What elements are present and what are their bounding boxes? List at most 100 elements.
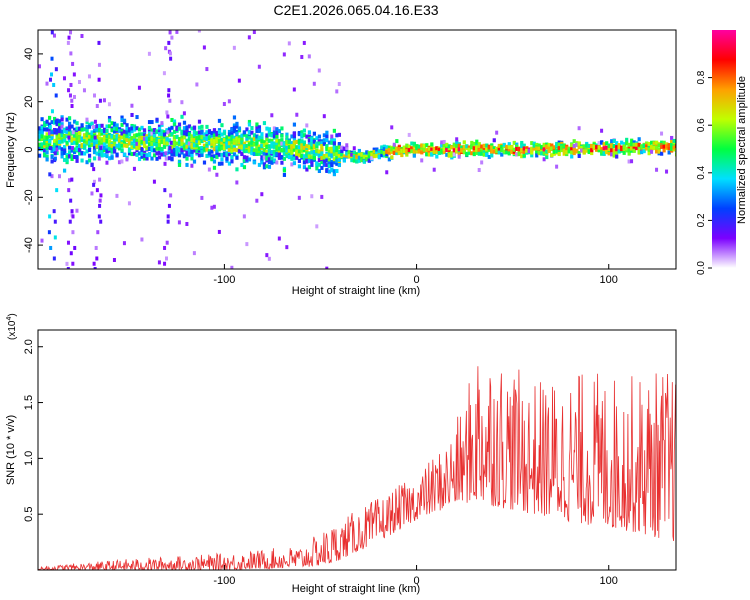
heatmap-cell bbox=[560, 141, 564, 146]
heatmap-cell bbox=[282, 172, 287, 177]
heatmap-cell bbox=[475, 142, 479, 147]
heatmap-cell bbox=[120, 131, 124, 136]
heatmap-cell bbox=[475, 150, 479, 155]
heatmap-cell bbox=[62, 145, 67, 150]
heatmap-cell bbox=[410, 146, 414, 151]
heatmap-cell bbox=[317, 141, 321, 146]
heatmap-cell bbox=[140, 132, 144, 137]
heatmap-cell bbox=[532, 141, 536, 146]
heatmap-cell bbox=[670, 143, 674, 148]
heatmap-cell bbox=[45, 119, 49, 124]
heatmap-cell bbox=[542, 142, 546, 147]
heatmap-cell bbox=[150, 134, 154, 139]
heatmap-cell bbox=[465, 151, 469, 156]
heatmap-cell bbox=[125, 143, 129, 148]
heatmap-cell bbox=[252, 160, 257, 165]
heatmap-cell bbox=[157, 124, 162, 129]
heatmap-cell bbox=[280, 148, 284, 153]
heatmap-cell bbox=[602, 142, 606, 147]
heatmap-cell bbox=[60, 147, 64, 152]
heatmap-cell bbox=[52, 138, 57, 143]
heatmap-cell bbox=[52, 145, 57, 150]
heatmap-cell bbox=[360, 152, 364, 157]
heatmap-cell bbox=[160, 135, 164, 140]
heatmap-cell bbox=[612, 151, 616, 156]
heatmap-cell bbox=[500, 148, 504, 153]
heatmap-cell bbox=[75, 158, 79, 163]
heatmap-cell bbox=[110, 121, 114, 126]
heatmap-cell bbox=[100, 149, 104, 154]
heatmap-cell bbox=[265, 253, 269, 258]
heatmap-cell bbox=[90, 137, 94, 142]
heatmap-cell bbox=[155, 156, 159, 161]
heatmap-cell bbox=[515, 146, 519, 151]
heatmap-cell bbox=[165, 128, 169, 133]
heatmap-cell bbox=[235, 148, 239, 153]
heatmap-cell bbox=[497, 148, 501, 153]
heatmap-cell bbox=[322, 133, 326, 138]
heatmap-cell bbox=[85, 120, 89, 125]
heatmap-cell bbox=[182, 146, 187, 151]
heatmap-cell bbox=[410, 149, 414, 154]
heatmap-cell bbox=[305, 159, 309, 164]
heatmap-cell bbox=[462, 145, 466, 150]
heatmap-cell bbox=[57, 131, 62, 136]
heatmap-cell bbox=[55, 151, 59, 156]
heatmap-cell bbox=[505, 144, 509, 149]
heatmap-cell bbox=[485, 143, 489, 148]
heatmap-cell bbox=[67, 88, 71, 93]
heatmap-cell bbox=[560, 145, 564, 150]
heatmap-cell bbox=[85, 124, 89, 129]
heatmap-cell bbox=[295, 155, 299, 160]
heatmap-cell bbox=[307, 151, 312, 156]
heatmap-cell bbox=[312, 153, 317, 158]
heatmap-cell bbox=[75, 141, 79, 146]
heatmap-cell bbox=[137, 141, 142, 146]
heatmap-cell bbox=[75, 137, 79, 142]
heatmap-cell bbox=[320, 143, 324, 148]
heatmap-cell bbox=[202, 136, 207, 141]
heatmap-cell bbox=[300, 154, 304, 159]
heatmap-cell bbox=[62, 76, 66, 81]
heatmap-cell bbox=[53, 151, 57, 156]
heatmap-cell bbox=[210, 205, 214, 210]
heatmap-cell bbox=[610, 152, 614, 157]
heatmap-cell bbox=[245, 136, 249, 141]
heatmap-cell bbox=[187, 148, 192, 153]
heatmap-cell bbox=[60, 154, 64, 159]
heatmap-cell bbox=[164, 156, 168, 161]
heatmap-cell bbox=[182, 130, 187, 135]
heatmap-cell bbox=[265, 149, 269, 154]
heatmap-cell bbox=[552, 147, 556, 152]
heatmap-cell bbox=[137, 132, 142, 137]
heatmap-cell bbox=[382, 144, 386, 149]
heatmap-cell bbox=[257, 128, 262, 133]
heatmap-cell bbox=[535, 153, 539, 158]
heatmap-cell bbox=[535, 150, 539, 155]
heatmap-cell bbox=[312, 139, 317, 144]
heatmap-cell bbox=[430, 147, 434, 152]
heatmap-cell bbox=[332, 141, 336, 146]
heatmap-cell bbox=[392, 150, 396, 155]
heatmap-cell bbox=[372, 147, 376, 152]
heatmap-cell bbox=[107, 118, 112, 123]
heatmap-cell bbox=[355, 159, 359, 164]
heatmap-cell bbox=[48, 146, 52, 151]
heatmap-cell bbox=[217, 161, 222, 166]
heatmap-cell bbox=[380, 153, 384, 158]
heatmap-cell bbox=[572, 143, 576, 148]
heatmap-cell bbox=[220, 152, 224, 157]
heatmap-cell bbox=[230, 145, 234, 150]
heatmap-cell bbox=[282, 52, 286, 57]
heatmap-cell bbox=[477, 168, 481, 173]
heatmap-cell bbox=[410, 141, 414, 146]
heatmap-cell bbox=[330, 168, 334, 173]
heatmap-cell bbox=[285, 132, 289, 137]
heatmap-cell bbox=[60, 139, 64, 144]
heatmap-cell bbox=[487, 154, 491, 159]
heatmap-cell bbox=[415, 144, 419, 149]
heatmap-cell bbox=[67, 153, 72, 158]
heatmap-cell bbox=[297, 164, 302, 169]
heatmap-cell bbox=[300, 148, 304, 153]
heatmap-cell bbox=[310, 150, 314, 155]
